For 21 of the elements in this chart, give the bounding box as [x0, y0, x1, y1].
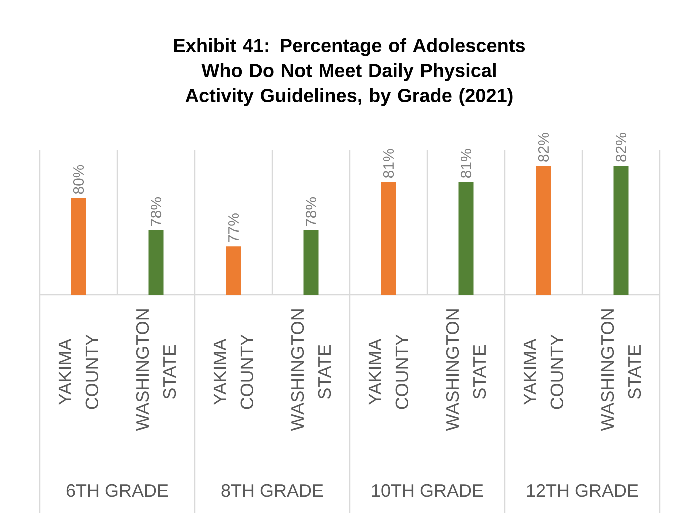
data-label: 77%: [228, 214, 240, 242]
text: WASHINGTON STATE: [601, 310, 642, 432]
data-label: 81%: [383, 149, 394, 178]
chart-title: Exhibit 41: Percentage of Adolescents Who Do Not Meet Daily Physical Activity Guidelines, by Grade (2021): [174, 38, 526, 106]
text: YAKIMA COUNTY: [58, 334, 99, 410]
x-tick-label: 10TH GRADE: [372, 484, 484, 498]
text: YAKIMA COUNTY: [524, 334, 564, 410]
data-label: 81%: [460, 149, 472, 178]
text: YAKIMA COUNTY: [368, 334, 409, 410]
x-tick-label: 6TH GRADE: [66, 484, 168, 498]
data-label: 80%: [73, 165, 84, 194]
text: WASHINGTON STATE: [136, 310, 176, 432]
data-label: 82%: [538, 133, 550, 162]
x-tick-label: 8TH GRADE: [222, 484, 324, 498]
text: WASHINGTON STATE: [446, 310, 486, 432]
data-label: 78%: [306, 198, 317, 226]
text: YAKIMA COUNTY: [214, 334, 254, 410]
x-tick-label: 12TH GRADE: [527, 484, 638, 498]
data-label: 78%: [150, 198, 162, 226]
data-label: 82%: [616, 133, 627, 162]
text: WASHINGTON STATE: [291, 310, 332, 432]
